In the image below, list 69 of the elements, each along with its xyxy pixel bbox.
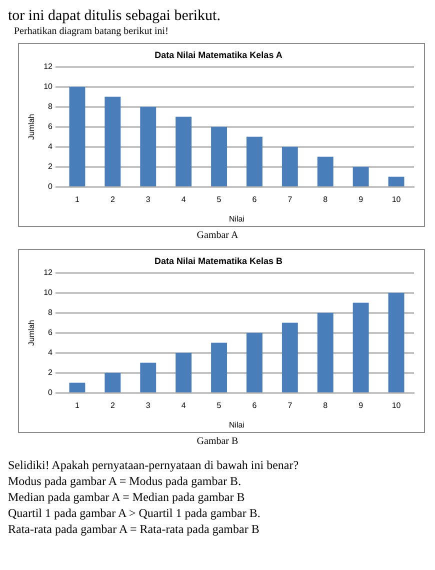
y-tick-label: 12 <box>44 62 54 72</box>
text: tor ini dapat ditulis sebagai berikut. <box>8 8 222 25</box>
x-tick-label: 1 <box>74 194 80 204</box>
bar <box>317 156 334 186</box>
text: Rata-rata pada gambar A = Rata-rata pada gambar B <box>8 521 260 537</box>
x-tick-label: 9 <box>358 194 364 204</box>
x-tick-label: 4 <box>181 400 186 410</box>
x-tick-label: 2 <box>110 194 116 204</box>
y-tick-label: 8 <box>48 308 54 318</box>
bar <box>140 362 156 392</box>
bar <box>211 342 227 392</box>
x-tick-label: 9 <box>358 400 364 410</box>
bar <box>388 176 404 186</box>
x-tick-label: 2 <box>110 400 116 410</box>
y-tick-label: 0 <box>48 388 54 398</box>
bar <box>246 332 262 392</box>
y-tick-label: 6 <box>48 328 54 338</box>
bar <box>352 166 369 186</box>
text: Median pada gambar A = Median pada gambar B <box>8 489 246 505</box>
x-axis-title: Nilai <box>228 420 245 430</box>
x-tick-label: 10 <box>392 194 402 204</box>
x-tick-label: 3 <box>146 194 151 204</box>
bar <box>211 126 227 186</box>
y-tick-label: 10 <box>44 288 54 298</box>
bar <box>317 312 334 392</box>
y-axis-title: Jumlah <box>27 114 36 140</box>
bar <box>176 116 192 186</box>
x-axis-title: Nilai <box>228 214 245 224</box>
text: Modus pada gambar A = Modus pada gambar B. <box>8 473 242 489</box>
x-tick-label: 3 <box>146 400 151 410</box>
bar <box>282 322 298 392</box>
bar <box>352 302 369 392</box>
x-tick-label: 7 <box>288 194 293 204</box>
bar <box>69 86 86 186</box>
x-tick-label: 8 <box>323 194 328 204</box>
chart-title: Data Nilai Matematika Kelas A <box>154 50 283 60</box>
bar <box>104 96 121 186</box>
x-tick-label: 7 <box>288 400 293 410</box>
x-tick-label: 5 <box>216 194 222 204</box>
bar <box>69 382 86 392</box>
y-tick-label: 10 <box>44 82 54 92</box>
bar <box>388 292 404 392</box>
chart-title: Data Nilai Matematika Kelas B <box>154 256 284 266</box>
text: Gambar B <box>196 435 240 449</box>
text: Selidiki! Apakah pernyataan-pernyataan di bawah ini benar? <box>8 457 300 473</box>
y-tick-label: 4 <box>48 348 54 358</box>
x-tick-label: 10 <box>392 400 402 410</box>
y-tick-label: 2 <box>48 368 54 378</box>
bar <box>104 372 121 392</box>
x-tick-label: 6 <box>252 194 258 204</box>
y-tick-label: 2 <box>48 162 54 172</box>
y-tick-label: 6 <box>48 122 54 132</box>
text: Quartil 1 pada gambar A > Quartil 1 pada gambar B. <box>8 505 262 521</box>
x-tick-label: 5 <box>216 400 222 410</box>
bar <box>246 136 262 186</box>
y-tick-label: 4 <box>48 142 54 152</box>
y-tick-label: 0 <box>48 182 54 192</box>
x-tick-label: 8 <box>323 400 328 410</box>
y-tick-label: 8 <box>48 102 54 112</box>
x-tick-label: 1 <box>74 400 80 410</box>
text: Gambar A <box>196 229 240 243</box>
text: Perhatikan diagram batang berikut ini! <box>14 25 170 39</box>
bar <box>282 146 298 186</box>
bar <box>176 352 192 392</box>
y-axis-title: Jumlah <box>27 320 36 346</box>
x-tick-label: 4 <box>181 194 186 204</box>
x-tick-label: 6 <box>252 400 258 410</box>
y-tick-label: 12 <box>44 268 54 278</box>
bar <box>140 106 156 186</box>
